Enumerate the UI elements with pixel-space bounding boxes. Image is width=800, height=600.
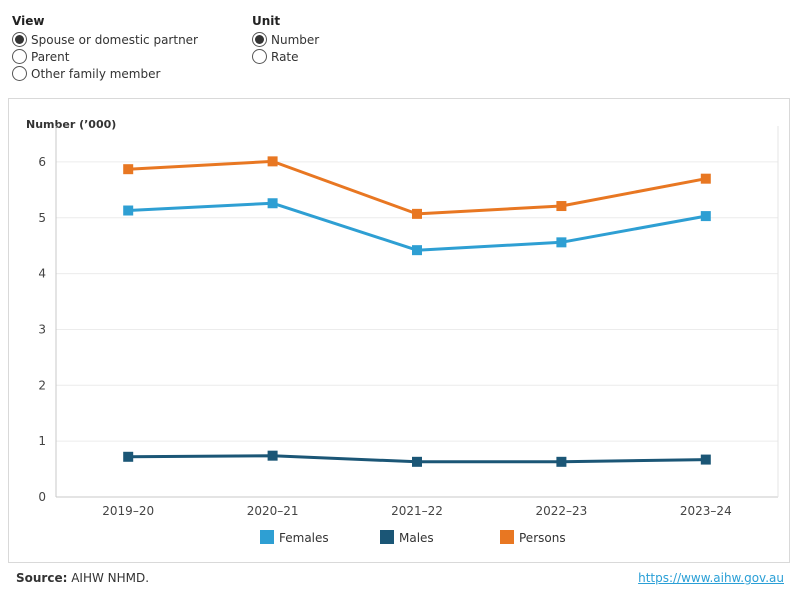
y-tick-label: 2 xyxy=(38,378,46,392)
y-tick-label: 4 xyxy=(38,267,46,281)
x-tick-label: 2023–24 xyxy=(680,504,732,518)
legend-swatch-persons xyxy=(500,530,514,544)
radio-button[interactable] xyxy=(12,66,27,81)
y-tick-label: 0 xyxy=(38,490,46,504)
footer: Source: AIHW NHMD. https://www.aihw.gov.… xyxy=(16,571,784,587)
data-point-females xyxy=(267,198,278,209)
unit-option-number[interactable]: Number xyxy=(252,31,319,48)
unit-option-label: Rate xyxy=(271,49,299,64)
x-tick-label: 2021–22 xyxy=(391,504,443,518)
view-option-other-family[interactable]: Other family member xyxy=(12,65,198,82)
unit-option-rate[interactable]: Rate xyxy=(252,48,319,65)
view-selector: View Spouse or domestic partner Parent O… xyxy=(12,14,198,82)
legend-label-females: Females xyxy=(279,531,329,545)
data-point-persons xyxy=(412,208,422,219)
x-tick-label: 2020–21 xyxy=(247,504,299,518)
data-point-females xyxy=(556,237,567,248)
legend-swatch-females xyxy=(260,530,274,544)
data-point-males xyxy=(700,454,711,465)
view-option-label: Spouse or domestic partner xyxy=(31,32,198,47)
radio-button[interactable] xyxy=(12,49,27,64)
data-point-males xyxy=(123,451,134,462)
legend-label-males: Males xyxy=(399,531,434,545)
view-option-label: Parent xyxy=(31,49,70,64)
y-axis-title: Number (’000) xyxy=(26,118,116,131)
y-tick-label: 5 xyxy=(38,211,46,225)
chart-panel: Number (’000) 0 1 2 3 4 5 6 2019–20 2020–21 2021–2… xyxy=(8,98,790,563)
data-point-persons xyxy=(700,173,711,184)
line-chart: Number (’000) 0 1 2 3 4 5 6 2019–20 2020–21 2021–2… xyxy=(26,118,779,545)
data-point-males xyxy=(267,450,278,461)
unit-title: Unit xyxy=(252,14,281,28)
view-option-label: Other family member xyxy=(31,66,161,81)
data-point-males xyxy=(556,456,567,467)
aihw-link[interactable]: https://www.aihw.gov.au xyxy=(638,571,784,585)
legend-label-persons: Persons xyxy=(519,531,566,545)
radio-button[interactable] xyxy=(252,32,267,47)
radio-button[interactable] xyxy=(12,32,27,47)
data-point-persons xyxy=(267,156,278,167)
data-point-persons xyxy=(123,164,134,175)
x-tick-label: 2022–23 xyxy=(535,504,587,518)
data-point-females xyxy=(700,211,711,222)
radio-button[interactable] xyxy=(252,49,267,64)
view-title: View xyxy=(12,14,45,28)
y-tick-label: 6 xyxy=(38,155,46,169)
data-point-persons xyxy=(556,201,567,212)
data-point-males xyxy=(412,456,422,467)
view-option-spouse[interactable]: Spouse or domestic partner xyxy=(12,31,198,48)
unit-option-label: Number xyxy=(271,32,320,47)
source-label: Source: xyxy=(16,571,68,585)
unit-selector: Unit Number Rate xyxy=(252,14,319,65)
x-tick-label: 2019–20 xyxy=(102,504,154,518)
data-point-females xyxy=(123,205,134,216)
chart-controls: View Spouse or domestic partner Parent O… xyxy=(12,14,792,90)
view-option-parent[interactable]: Parent xyxy=(12,48,198,65)
source-text: AIHW NHMD. xyxy=(67,571,150,585)
y-tick-label: 1 xyxy=(38,434,46,448)
source-note: Source: AIHW NHMD. xyxy=(16,571,149,585)
legend-swatch-males xyxy=(380,530,394,544)
y-tick-label: 3 xyxy=(38,322,46,336)
data-point-females xyxy=(412,245,422,256)
